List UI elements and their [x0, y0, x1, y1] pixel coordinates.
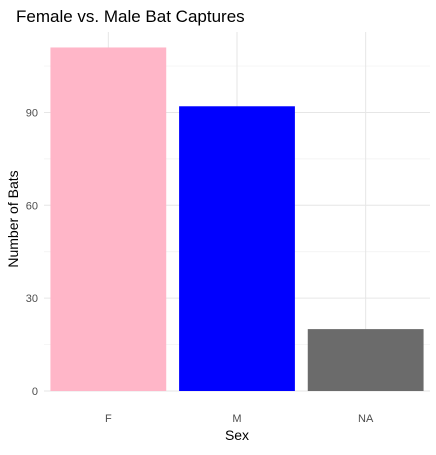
x-tick-label: F	[105, 413, 112, 425]
x-tick-label: M	[232, 413, 241, 425]
chart-title: Female vs. Male Bat Captures	[16, 7, 245, 26]
y-axis-title: Number of Bats	[5, 170, 21, 267]
x-axis-title: Sex	[225, 427, 249, 443]
y-tick-label: 30	[26, 293, 38, 305]
y-tick-label: 60	[26, 200, 38, 212]
y-tick-label: 0	[32, 386, 38, 398]
bar-na	[307, 329, 424, 391]
bar-m	[179, 106, 295, 391]
y-tick-label: 90	[26, 107, 38, 119]
y-axis-ticks: 0 30 60 90	[26, 107, 38, 398]
bars	[50, 47, 424, 392]
x-axis-ticks: F M NA	[105, 413, 374, 425]
bar-f	[50, 47, 167, 392]
x-tick-label: NA	[358, 413, 374, 425]
